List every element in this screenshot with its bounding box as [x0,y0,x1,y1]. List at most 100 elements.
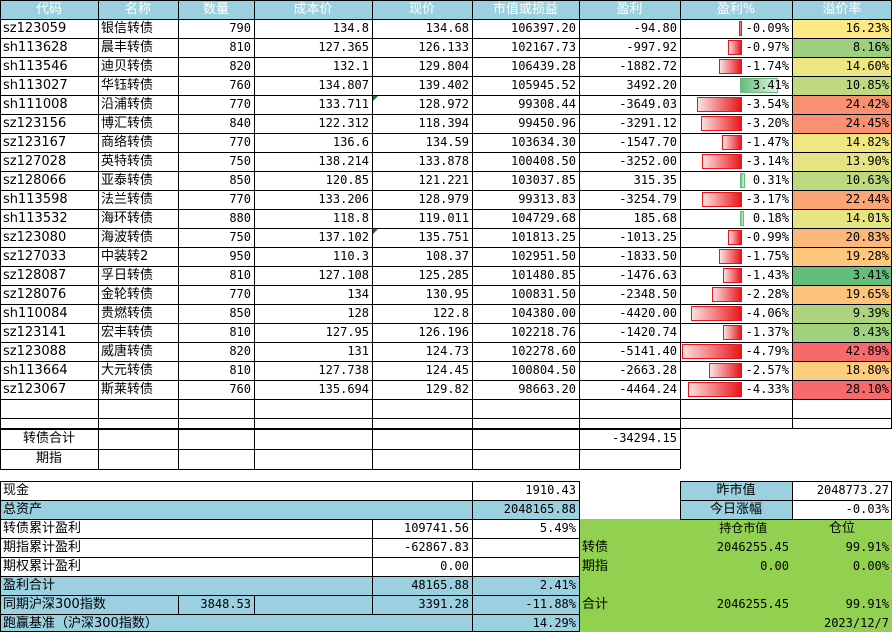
cell-name[interactable]: 银信转债 [101,21,154,36]
cell-name[interactable]: 博汇转债 [101,116,154,131]
cell-cost[interactable]: 137.102 [318,230,369,244]
cell-value[interactable]: 99313.83 [518,192,576,206]
cell-premium[interactable]: 8.16% [792,38,892,57]
total-assets-label[interactable]: 总资产 [0,500,472,519]
cell-name[interactable]: 威唐转债 [101,344,154,359]
cell-qty[interactable]: 950 [229,249,251,263]
hs300-label[interactable]: 同期沪深300指数 [0,595,178,614]
cell-cost[interactable]: 127.95 [325,325,369,339]
cell-cost[interactable]: 127.365 [318,40,369,54]
cell-pct[interactable]: -1.75% [680,247,792,266]
cell-premium[interactable]: 24.45% [792,114,892,133]
cash-value[interactable]: 1910.43 [525,483,576,497]
cell-cost[interactable]: 134.8 [332,21,369,35]
cell-name[interactable]: 孚日转债 [101,268,154,283]
cell-cost[interactable]: 122.312 [318,116,369,130]
cell-profit[interactable]: -1420.74 [619,325,677,339]
prev-value[interactable]: 2048773.27 [816,483,889,497]
cell-qty[interactable]: 880 [229,211,251,225]
cell-pct[interactable]: -4.06% [680,304,792,323]
cell-cost[interactable]: 127.738 [318,363,369,377]
cell-code[interactable]: sz128087 [3,268,67,283]
cell-profit[interactable]: -997.92 [626,40,677,54]
cell-profit[interactable]: -1013.25 [619,230,677,244]
cell-profit[interactable]: -3252.00 [619,154,677,168]
cell-name[interactable]: 迪贝转债 [101,59,154,74]
cell-value[interactable]: 101813.25 [510,230,576,244]
cell-premium[interactable]: 10.63% [792,171,892,190]
cell-profit[interactable]: -4464.24 [619,382,677,396]
bond-cum-pct[interactable]: 5.49% [539,521,576,535]
total-assets-value[interactable]: 2048165.88 [472,500,579,519]
cell-pct[interactable]: -1.47% [680,133,792,152]
header-pct[interactable]: 盈利% [680,0,792,19]
excess-label[interactable]: 跑赢基准（沪深300指数） [0,614,472,632]
cell-price[interactable]: 121.221 [418,173,469,187]
cell-name[interactable]: 宏丰转债 [101,325,154,340]
cell-code[interactable]: sz128066 [3,173,67,188]
cell-value[interactable]: 104729.68 [510,211,576,225]
header-cost[interactable]: 成本价 [254,0,372,19]
cell-qty[interactable]: 820 [229,344,251,358]
cell-name[interactable]: 华钰转债 [101,78,154,93]
cell-price[interactable]: 119.011 [418,211,469,225]
cell-code[interactable]: sz123059 [3,21,67,36]
header-price[interactable]: 现价 [372,0,472,19]
cell-price[interactable]: 128.972 [418,97,469,111]
cell-name[interactable]: 海波转债 [101,230,154,245]
futures-cum-value[interactable]: -62867.83 [403,540,469,554]
cell-qty[interactable]: 770 [229,97,251,111]
cell-price[interactable]: 129.82 [425,382,469,396]
cell-premium[interactable]: 20.83% [792,228,892,247]
cell-cost[interactable]: 138.214 [318,154,369,168]
cell-name[interactable]: 贵燃转债 [101,306,154,321]
cell-cost[interactable]: 136.6 [332,135,369,149]
cell-code[interactable]: sz123167 [3,135,67,150]
cell-value[interactable]: 101480.85 [510,268,576,282]
profit-total-value[interactable]: 48165.88 [372,576,472,595]
cell-cost[interactable]: 134.807 [318,78,369,92]
cell-premium[interactable]: 13.90% [792,152,892,171]
cell-code[interactable]: sz123141 [3,325,67,340]
cell-pct[interactable]: 0.18% [680,209,792,228]
cell-code[interactable]: sh113664 [3,363,68,378]
cell-price[interactable]: 124.73 [425,344,469,358]
cell-profit[interactable]: -3291.12 [619,116,677,130]
cell-premium[interactable]: 8.43% [792,323,892,342]
cell-value[interactable]: 99450.96 [518,116,576,130]
cell-qty[interactable]: 820 [229,59,251,73]
cell-premium[interactable]: 18.80% [792,361,892,380]
cell-pct[interactable]: -0.99% [680,228,792,247]
cell-cost[interactable]: 120.85 [325,173,369,187]
cell-cost[interactable]: 134 [347,287,369,301]
cell-price[interactable]: 139.402 [418,78,469,92]
cell-qty[interactable]: 810 [229,325,251,339]
cell-cost[interactable]: 131 [347,344,369,358]
header-qty[interactable]: 数量 [178,0,254,19]
cell-premium[interactable]: 9.39% [792,304,892,323]
cell-premium[interactable]: 14.01% [792,209,892,228]
cell-pct[interactable]: -3.20% [680,114,792,133]
cell-name[interactable]: 斯莱转债 [101,382,154,397]
options-cum-value[interactable]: 0.00 [440,559,469,573]
cell-pct[interactable]: -4.33% [680,380,792,399]
cell-value[interactable]: 100408.50 [510,154,576,168]
cell-value[interactable]: 102218.76 [510,325,576,339]
cell-code[interactable]: sh113546 [3,59,68,74]
cell-value[interactable]: 106439.28 [510,59,576,73]
cell-premium[interactable]: 24.42% [792,95,892,114]
cell-qty[interactable]: 750 [229,230,251,244]
cell-code[interactable]: sz123067 [3,382,67,397]
cell-code[interactable]: sh113598 [3,192,68,207]
cell-qty[interactable]: 810 [229,40,251,54]
cell-premium[interactable]: 16.23% [792,19,892,38]
profit-total-pct[interactable]: 2.41% [472,576,579,595]
bond-value[interactable]: 2046255.45 [716,540,789,554]
cell-pct[interactable]: -4.79% [680,342,792,361]
cell-profit[interactable]: -2348.50 [619,287,677,301]
cell-price[interactable]: 134.59 [425,135,469,149]
cell-price[interactable]: 126.133 [418,40,469,54]
cell-premium[interactable]: 22.44% [792,190,892,209]
bond-total-value[interactable]: -34294.15 [611,431,677,445]
cell-value[interactable]: 103634.30 [510,135,576,149]
